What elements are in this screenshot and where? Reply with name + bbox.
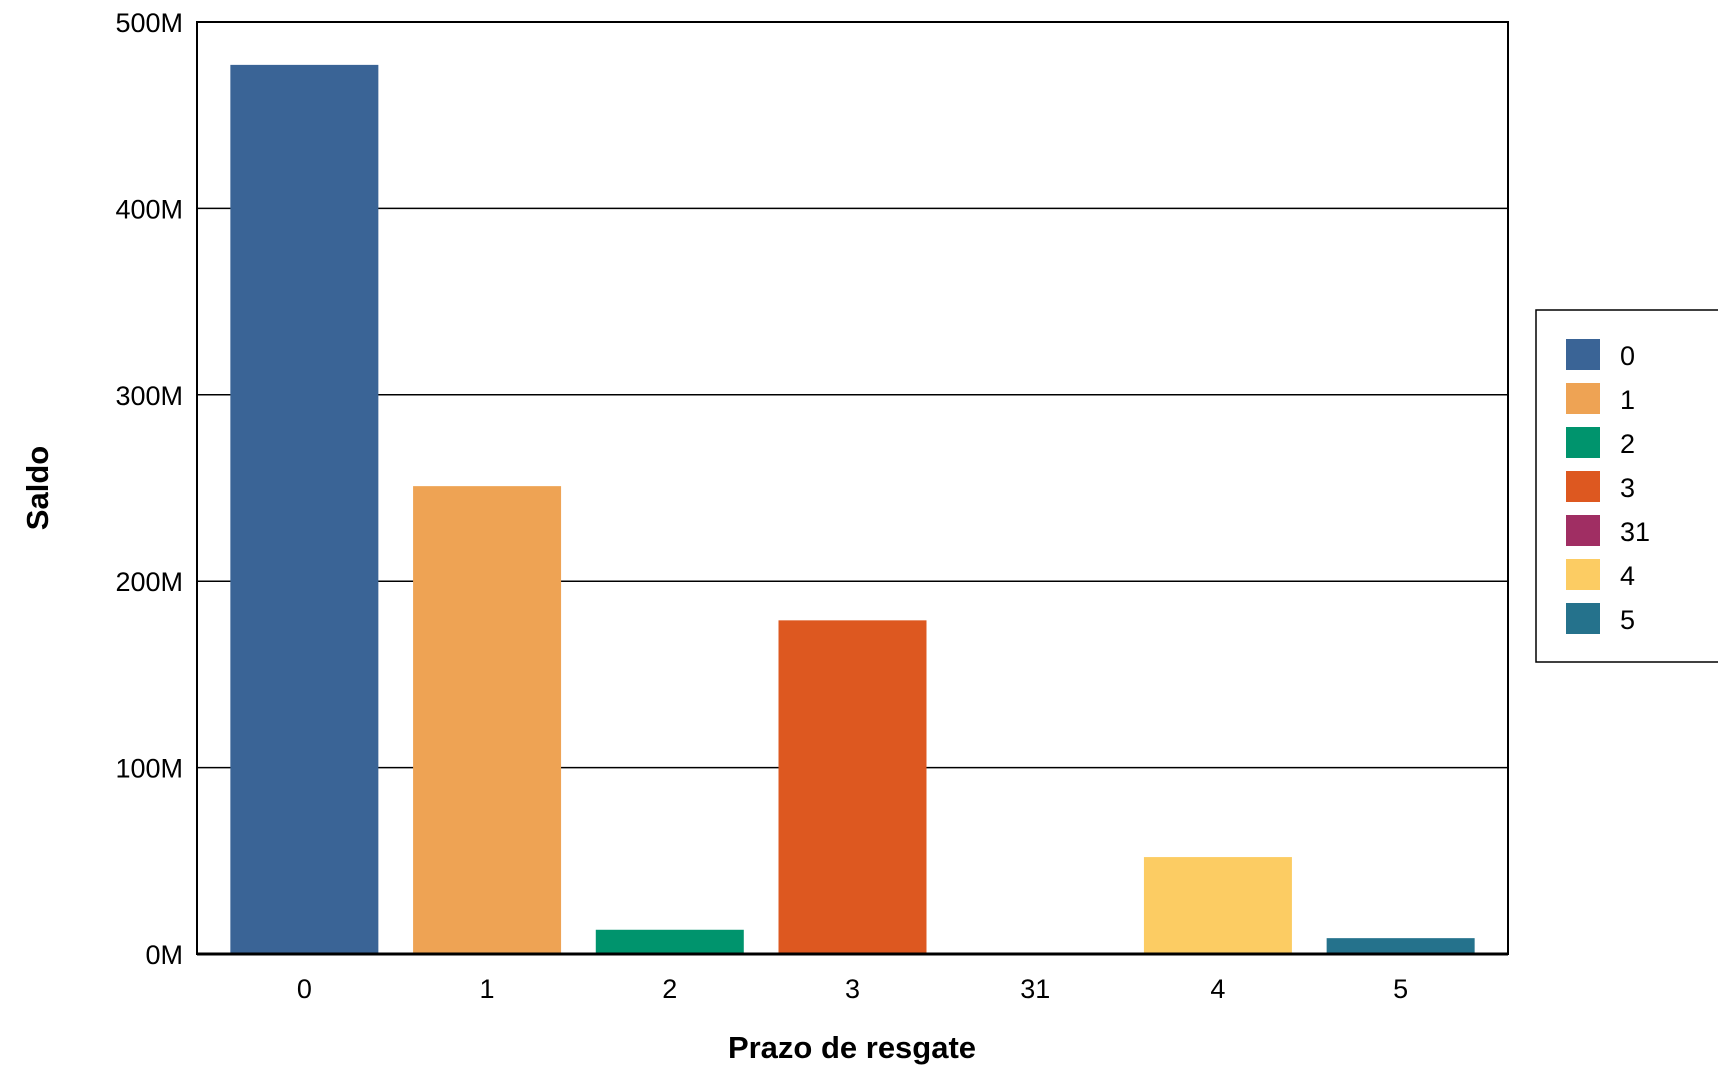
legend-label: 1	[1620, 385, 1635, 415]
legend-swatch	[1566, 427, 1600, 458]
y-tick-label: 500M	[115, 8, 183, 38]
legend-label: 31	[1620, 517, 1650, 547]
legend-entries: 0 1 2 3 31 4 5	[1566, 339, 1650, 635]
legend-swatch	[1566, 339, 1600, 370]
bar-1	[413, 486, 562, 954]
bar-0	[230, 64, 379, 954]
y-tick-label: 0M	[145, 940, 183, 970]
legend-swatch	[1566, 471, 1600, 502]
legend-swatch	[1566, 603, 1600, 634]
y-axis-title: Saldo	[20, 446, 55, 530]
x-tick-label: 1	[480, 974, 495, 1004]
legend-label: 2	[1620, 429, 1635, 459]
x-tick-label: 31	[1020, 974, 1050, 1004]
legend-swatch	[1566, 559, 1600, 590]
bars	[230, 64, 1475, 954]
x-tick-label: 4	[1210, 974, 1225, 1004]
legend-label: 5	[1620, 605, 1635, 635]
x-tick-label: 3	[845, 974, 860, 1004]
x-tick-label: 0	[297, 974, 312, 1004]
y-tick-label: 300M	[115, 381, 183, 411]
legend-label: 4	[1620, 561, 1635, 591]
legend-label: 0	[1620, 341, 1635, 371]
x-tick-label: 5	[1393, 974, 1408, 1004]
x-tick-labels: 0 1 2 3 31 4 5	[297, 974, 1408, 1004]
legend-label: 3	[1620, 473, 1635, 503]
y-tick-label: 400M	[115, 194, 183, 224]
legend-swatch	[1566, 515, 1600, 546]
bar-3	[778, 620, 927, 954]
bar-4	[1143, 857, 1292, 954]
legend-swatch	[1566, 383, 1600, 414]
x-axis-title: Prazo de resgate	[728, 1030, 976, 1065]
legend: 0 1 2 3 31 4 5	[1535, 309, 1718, 663]
y-tick-label: 100M	[115, 754, 183, 784]
bar-5	[1326, 938, 1475, 954]
bar-2	[595, 929, 744, 954]
y-tick-labels: 0M 100M 200M 300M 400M 500M	[115, 8, 183, 970]
y-tick-label: 200M	[115, 567, 183, 597]
x-tick-label: 2	[662, 974, 677, 1004]
